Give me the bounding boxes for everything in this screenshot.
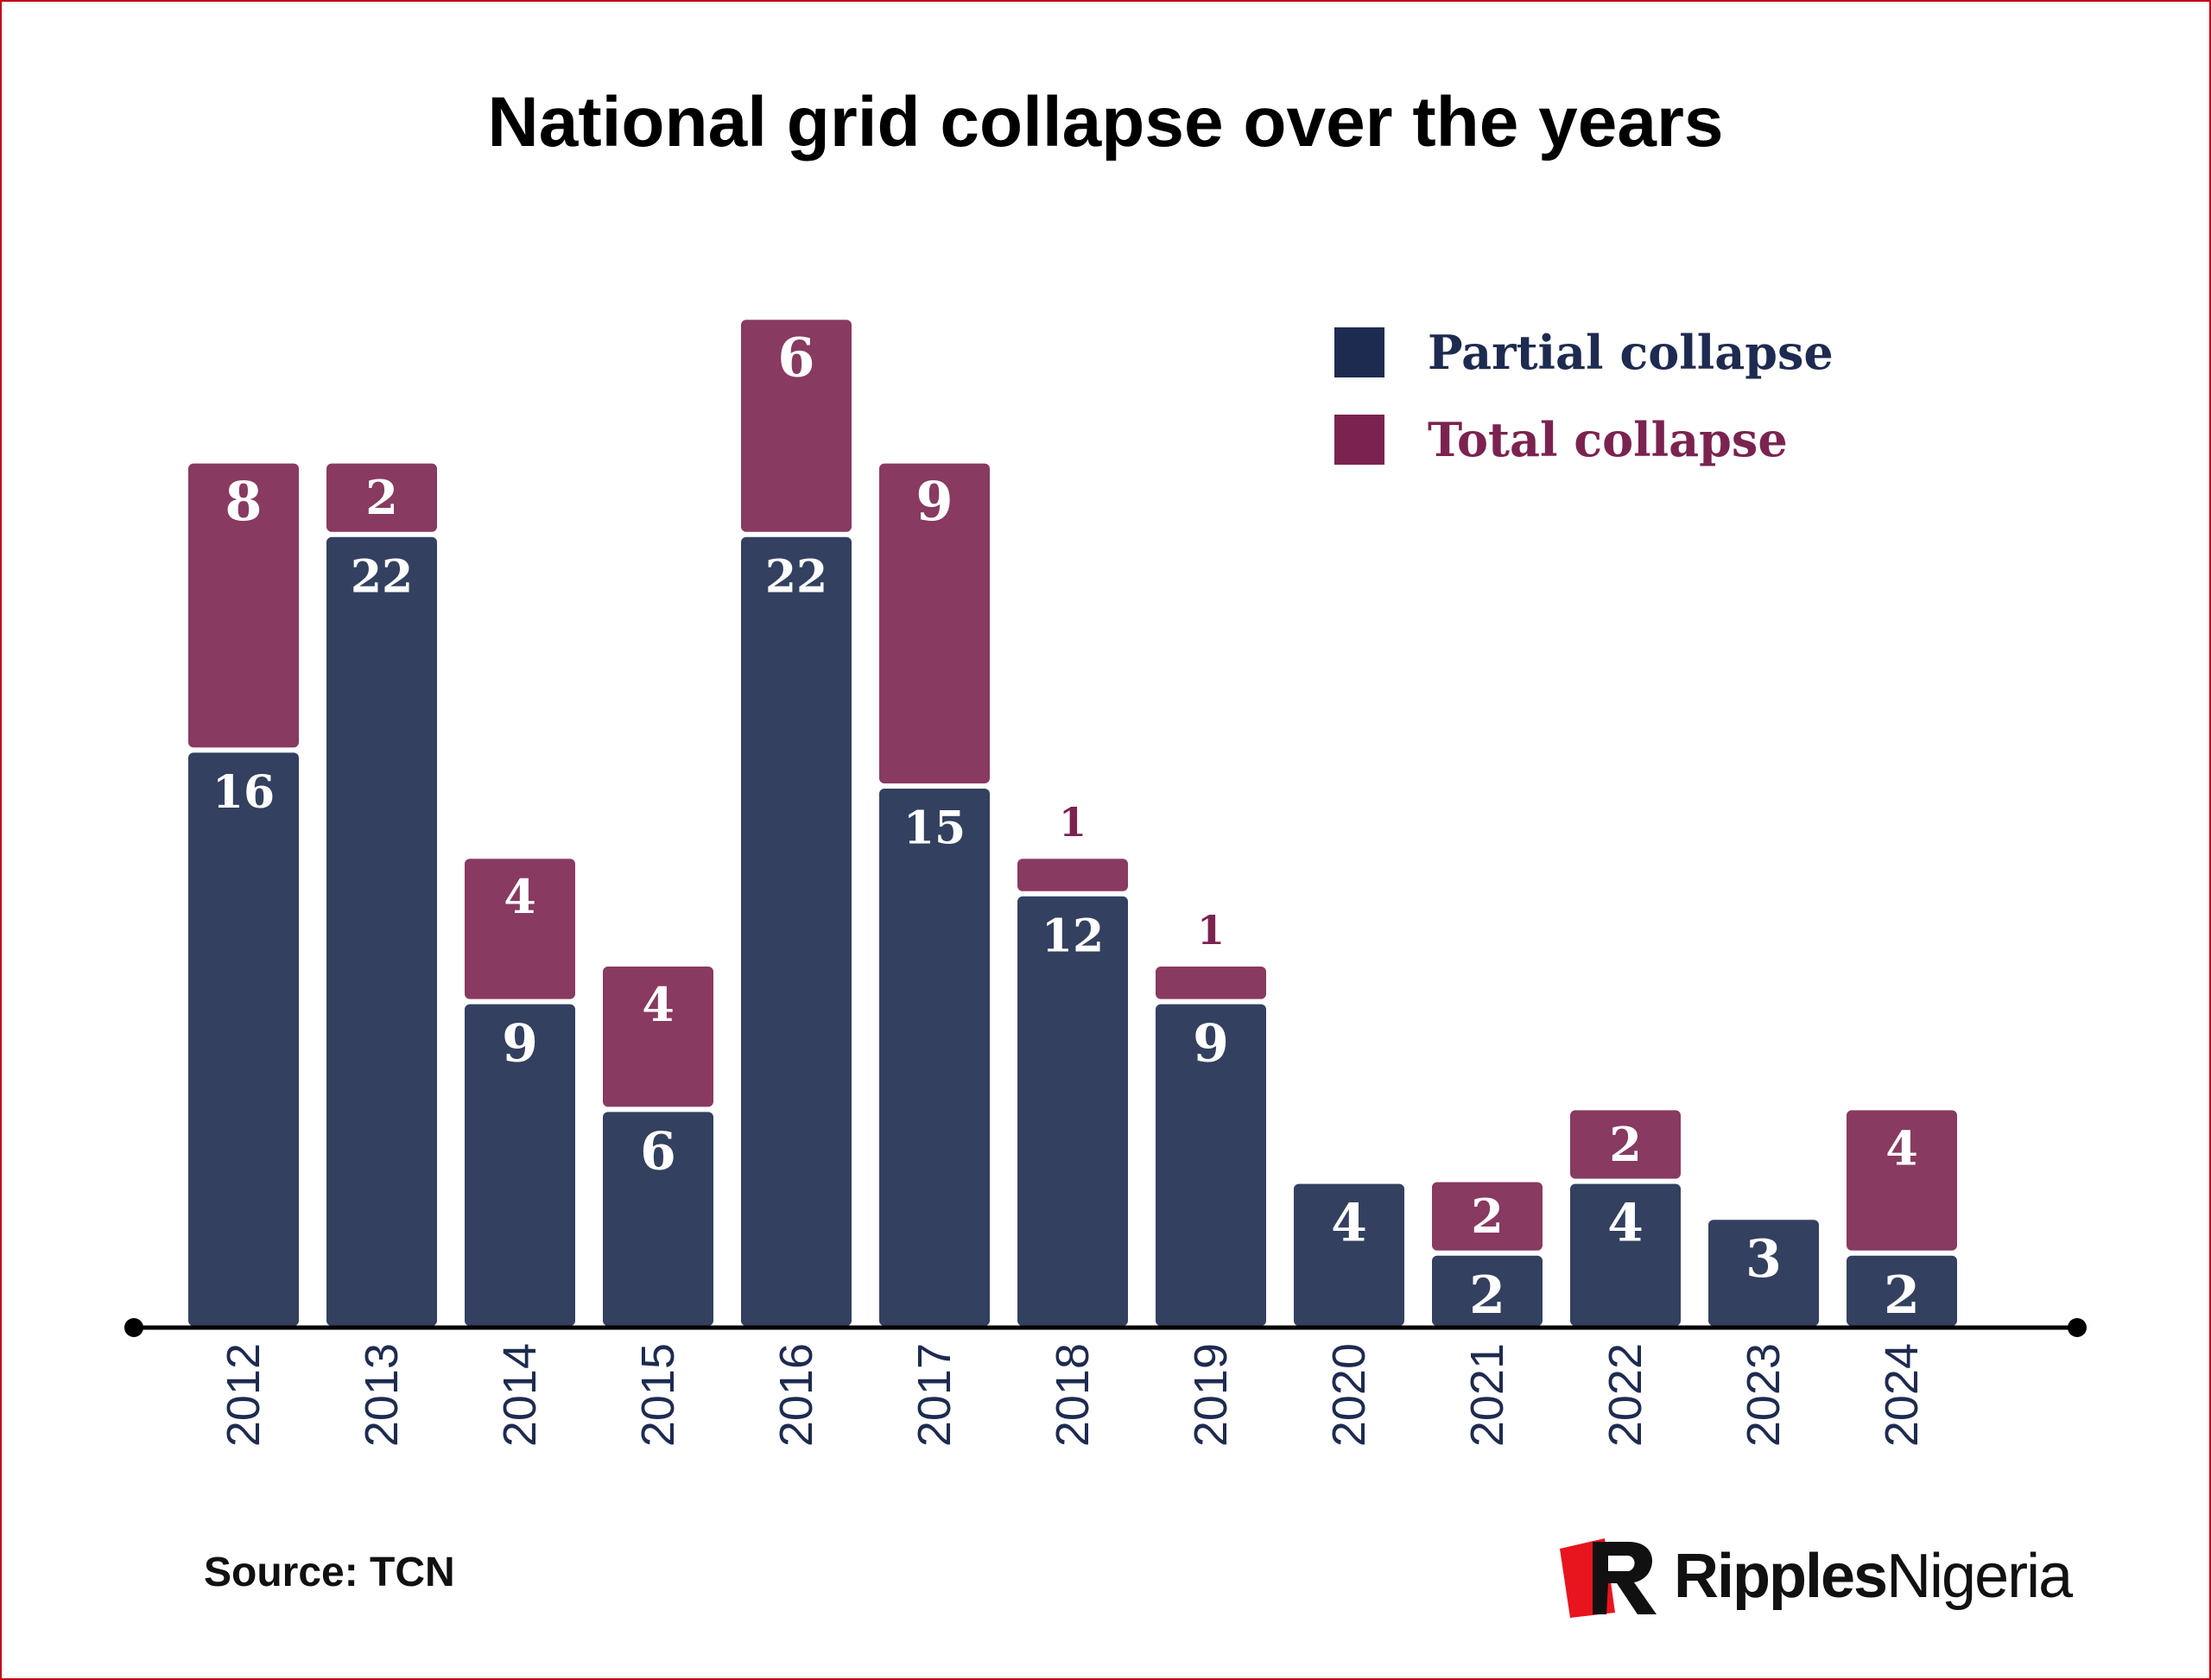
legend-label-total: Total collapse	[1428, 412, 1788, 467]
x-tick-label-2012: 2012	[218, 1343, 269, 1447]
x-tick-label-2020: 2020	[1323, 1343, 1375, 1447]
bar-total-2024	[1847, 1110, 1957, 1251]
bar-partial-2014	[465, 1004, 575, 1326]
x-axis-right-dot	[2068, 1318, 2087, 1337]
data-label-total-2014: 4	[504, 869, 536, 924]
data-label-total-2022: 2	[1609, 1117, 1642, 1172]
brand-name-part2: Nigeria	[1886, 1542, 2073, 1611]
data-label-partial-2015: 6	[640, 1121, 676, 1182]
data-label-partial-2014: 9	[502, 1014, 538, 1075]
legend-swatch-total	[1334, 415, 1384, 465]
data-label-total-2013: 2	[365, 470, 398, 525]
bar-partial-2015	[603, 1112, 713, 1326]
data-label-partial-2018: 12	[1042, 910, 1104, 962]
chart-title: National grid collapse over the years	[487, 83, 1724, 162]
x-tick-label-2024: 2024	[1876, 1343, 1928, 1447]
data-label-total-2016: 6	[777, 326, 814, 390]
legend-swatch-partial	[1334, 327, 1384, 377]
data-label-total-2024: 4	[1885, 1120, 1918, 1176]
bar-partial-2018	[1017, 896, 1128, 1326]
x-axis-left-dot	[124, 1318, 143, 1337]
data-label-partial-2022: 4	[1607, 1194, 1644, 1254]
legend-label-partial: Partial collapse	[1428, 325, 1834, 380]
bar-total-2018	[1017, 859, 1128, 891]
bar-partial-2013	[326, 536, 437, 1326]
x-tick-label-2021: 2021	[1461, 1343, 1513, 1447]
x-tick-label-2014: 2014	[494, 1343, 546, 1447]
bar-partial-2020	[1294, 1183, 1404, 1326]
x-tick-label-2013: 2013	[356, 1343, 408, 1447]
x-tick-label-2023: 2023	[1738, 1343, 1790, 1447]
x-tick-label-2017: 2017	[909, 1343, 960, 1447]
bar-total-2015	[603, 967, 713, 1107]
data-label-total-2017: 9	[915, 470, 953, 533]
data-label-partial-2019: 9	[1193, 1014, 1229, 1075]
x-tick-label-2018: 2018	[1047, 1343, 1099, 1447]
bar-total-2022	[1570, 1110, 1681, 1179]
x-tick-labels: 2012 2013 2014 2015 2016 2017 2018 2019 2020 2021…	[218, 1343, 1928, 1447]
data-label-partial-2012: 16	[212, 766, 275, 819]
bar-partial-2021	[1432, 1255, 1543, 1326]
bar-partial-2022	[1570, 1183, 1681, 1326]
bar-partial-2019	[1156, 1004, 1266, 1326]
data-label-partial-2017: 15	[903, 802, 966, 855]
bar-partial-2023	[1708, 1220, 1819, 1326]
data-label-total-2018: 1	[1059, 799, 1086, 846]
data-label-total-2012: 8	[225, 470, 262, 533]
bar-total-2019	[1156, 967, 1266, 999]
data-label-total-2015: 4	[642, 977, 675, 1032]
data-label-partial-2020: 4	[1331, 1194, 1367, 1254]
x-axis	[124, 1318, 2087, 1337]
brand-name: RipplesNigeria	[1674, 1541, 2073, 1612]
legend-item-total: Total collapse	[1334, 412, 1788, 467]
bar-total-2017	[879, 463, 990, 783]
data-label-partial-2023: 3	[1745, 1229, 1782, 1290]
ripples-nigeria-logo-icon	[1560, 1538, 1657, 1618]
brand-name-part1: Ripples	[1674, 1542, 1888, 1611]
x-tick-label-2019: 2019	[1185, 1343, 1237, 1447]
data-label-total-2021: 2	[1471, 1189, 1504, 1244]
bar-partial-2012	[188, 752, 299, 1326]
data-label-partial-2021: 2	[1469, 1265, 1505, 1326]
bar-total-2016	[741, 320, 852, 532]
bar-total-2012	[188, 463, 299, 748]
x-tick-label-2016: 2016	[770, 1343, 822, 1447]
legend-item-partial: Partial collapse	[1334, 325, 1834, 380]
bar-partial-2016	[741, 536, 852, 1326]
x-tick-label-2015: 2015	[632, 1343, 684, 1447]
bar-total-2013	[326, 463, 437, 532]
data-label-partial-2016: 22	[765, 550, 827, 603]
data-label-partial-2013: 22	[351, 550, 413, 603]
bar-partial-2024	[1847, 1255, 1957, 1326]
bar-partial-2017	[879, 789, 990, 1326]
data-label-partial-2024: 2	[1884, 1265, 1920, 1326]
source-note: Source: TCN	[204, 1550, 455, 1595]
bar-total-2021	[1432, 1182, 1543, 1251]
x-tick-label-2022: 2022	[1600, 1343, 1651, 1447]
data-label-total-2019: 1	[1197, 907, 1225, 954]
brand-logo: RipplesNigeria	[1555, 1529, 2073, 1624]
bar-total-2014	[465, 859, 575, 999]
